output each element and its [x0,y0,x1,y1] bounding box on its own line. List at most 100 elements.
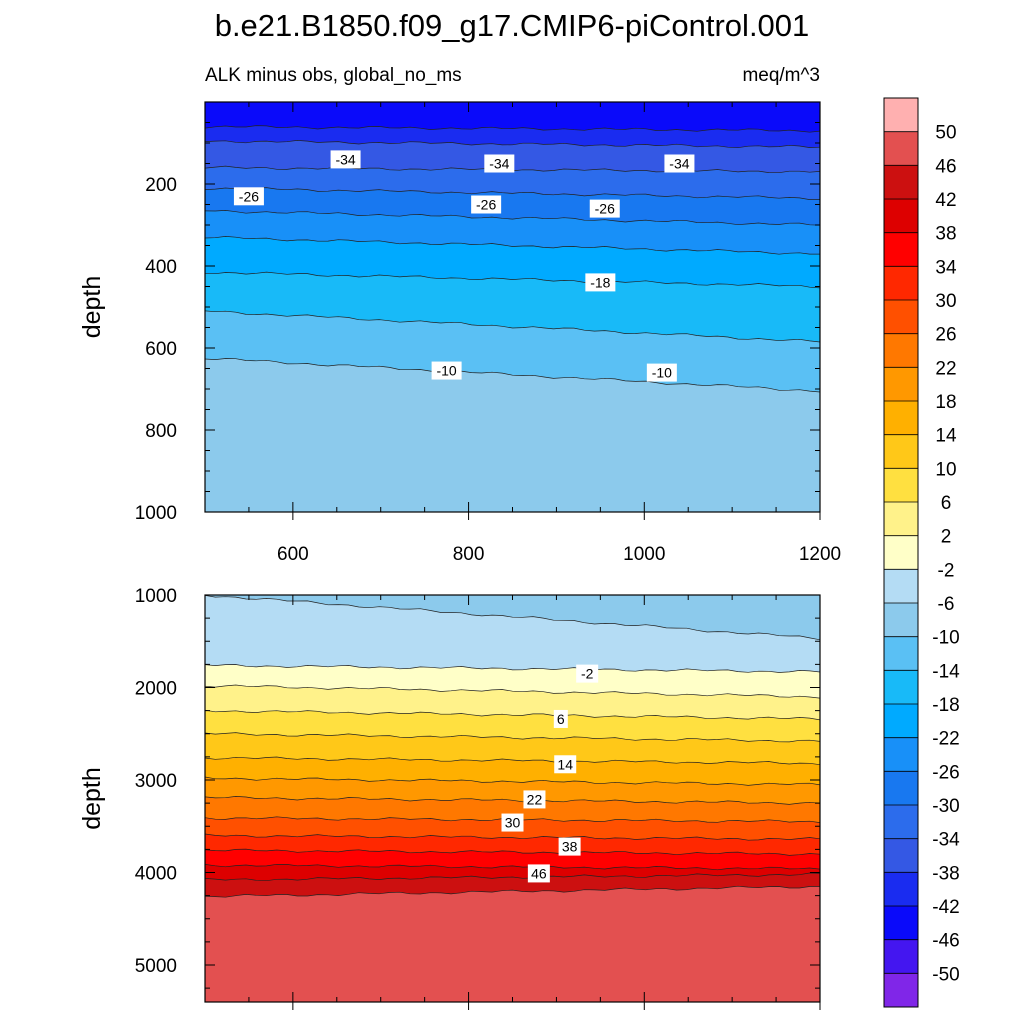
colorbar-swatch [884,771,918,806]
svg-text:-26: -26 [595,201,615,217]
colorbar-swatch [884,670,918,705]
contour-line [205,664,820,673]
colorbar-swatch [884,737,918,772]
svg-text:-34: -34 [669,156,689,172]
colorbar-swatch [884,939,918,974]
contour-line [205,684,820,699]
colorbar-label: 18 [935,392,956,413]
svg-text:-10: -10 [436,363,456,379]
colorbar-swatch [884,199,918,233]
svg-text:-2: -2 [581,666,594,682]
upper-panel: -34 -34 -34 -26 -26 -26 -18 -10 -10 200 400 600 800 1… [78,101,841,565]
svg-text:6: 6 [557,711,565,727]
colorbar-label: 50 [935,123,956,144]
y-tick-label: 400 [145,257,177,278]
contour-line [205,210,820,226]
colorbar-swatch [884,434,918,469]
svg-text:-26: -26 [476,197,496,213]
colorbar-label: 30 [935,291,956,312]
contour-line [205,595,820,641]
colorbar-label: 2 [941,527,952,548]
contour-line [205,756,820,766]
contour-label: -34 [330,150,361,169]
contour-label: -26 [471,195,502,214]
colorbar-label: -14 [932,661,960,682]
colorbar-label: -38 [932,863,959,884]
y-tick-label: 4000 [135,864,177,885]
y-tick-label: 1000 [135,503,177,524]
contour-label: 46 [527,864,550,883]
svg-text:14: 14 [557,756,573,772]
contour-label: -26 [233,187,264,206]
colorbar-label: -34 [932,830,960,851]
contour-line [205,358,820,393]
contour-label: 6 [553,709,568,728]
contour-label: -26 [589,199,620,218]
y-tick-label: 2000 [135,679,177,700]
contour-label: 30 [501,813,524,832]
svg-text:22: 22 [527,791,543,807]
colorbar-swatch [884,906,918,940]
colorbar-label: -30 [932,796,959,817]
colorbar-label: -50 [932,964,959,985]
colorbar-label: -46 [932,931,959,952]
colorbar-swatch [884,973,918,1008]
svg-text:30: 30 [505,815,521,831]
y-tick-label: 5000 [135,956,177,977]
y-tick-label: 1000 [135,586,177,607]
colorbar-swatch [884,838,918,873]
svg-text:-10: -10 [652,365,672,381]
colorbar-label: -6 [938,594,955,615]
contour-band [205,358,820,512]
contour-line [205,236,820,255]
chart-title: b.e21.B1850.f09_g17.CMIP6-piControl.001 [215,8,810,43]
y-axis-label: depth [78,767,106,830]
svg-text:-34: -34 [335,151,355,167]
colorbar-swatch [884,468,918,503]
colorbar-swatch [884,805,918,839]
colorbar-swatch [884,704,918,738]
contour-line [205,796,820,805]
colorbar-swatch [884,232,918,267]
contour-line [205,833,820,841]
colorbar-label: 26 [935,325,956,346]
contour-label: -10 [646,363,677,382]
colorbar-label: 38 [935,224,956,245]
y-tick-label: 200 [145,175,177,196]
chart-units: meq/m^3 [742,65,820,86]
colorbar-label: -22 [932,729,959,750]
x-tick-label: 600 [277,544,309,565]
colorbar-label: 6 [941,493,952,514]
colorbar-label: 42 [935,190,956,211]
colorbar-swatch [884,636,918,671]
colorbar-swatch [884,131,918,166]
colorbar-label: -26 [932,762,959,783]
colorbar: 50 46 42 38 34 30 26 22 18 14 10 6 2 -2 -6 -10 -14 -18 -22… [883,97,960,1008]
contour-label: 22 [523,790,546,809]
contour-line [205,863,820,871]
contour-label: -34 [484,154,515,173]
contour-label: -18 [585,273,616,292]
contour-line [205,271,820,289]
svg-text:46: 46 [531,865,547,881]
x-tick-label: 800 [453,544,485,565]
x-tick-label: 1200 [799,544,841,565]
colorbar-label: -10 [932,628,959,649]
contour-label: -10 [431,361,462,380]
contour-band [205,886,820,1002]
y-tick-label: 800 [145,421,177,442]
colorbar-label: -18 [932,695,959,716]
contour-line [205,848,820,856]
y-tick-label: 3000 [135,771,177,792]
contour-line [205,885,820,898]
colorbar-swatch [884,872,918,907]
contour-line [205,187,820,200]
colorbar-swatch [884,333,918,368]
colorbar-swatch [884,98,918,132]
colorbar-swatch [884,401,918,435]
chart-subtitle-left: ALK minus obs, global_no_ms [205,65,462,86]
y-tick-label: 600 [145,339,177,360]
contour-label: 14 [554,755,577,774]
colorbar-label: -2 [938,560,955,581]
